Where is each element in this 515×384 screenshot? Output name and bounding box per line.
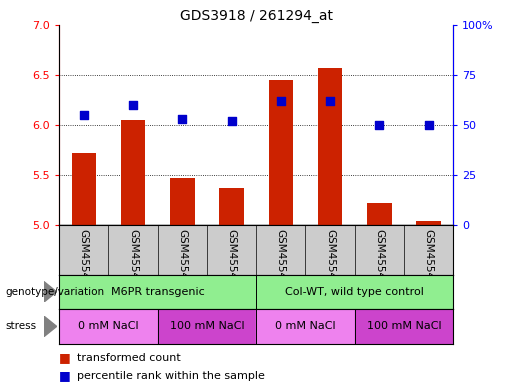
Point: [228, 118, 236, 124]
Text: GSM455426: GSM455426: [276, 228, 286, 292]
Text: ■: ■: [59, 351, 71, 364]
Bar: [170, 178, 195, 225]
Bar: [219, 188, 244, 225]
Bar: [256, 309, 355, 344]
Title: GDS3918 / 261294_at: GDS3918 / 261294_at: [180, 8, 333, 23]
Text: percentile rank within the sample: percentile rank within the sample: [77, 371, 265, 381]
Point: [178, 116, 186, 122]
Text: M6PR transgenic: M6PR transgenic: [111, 287, 204, 297]
Text: GSM455429: GSM455429: [423, 228, 434, 292]
Bar: [268, 80, 293, 225]
Point: [80, 112, 88, 118]
Bar: [416, 221, 441, 225]
Polygon shape: [44, 316, 57, 337]
Text: 0 mM NaCl: 0 mM NaCl: [275, 321, 336, 331]
Text: 100 mM NaCl: 100 mM NaCl: [367, 321, 441, 331]
Text: GSM455427: GSM455427: [325, 228, 335, 292]
Point: [326, 98, 334, 104]
Text: GSM455428: GSM455428: [374, 228, 384, 292]
Text: GSM455422: GSM455422: [79, 228, 89, 292]
Text: stress: stress: [5, 321, 36, 331]
Text: transformed count: transformed count: [77, 353, 181, 363]
Point: [424, 122, 433, 128]
Bar: [59, 309, 158, 344]
Text: 100 mM NaCl: 100 mM NaCl: [169, 321, 244, 331]
Bar: [318, 68, 342, 225]
Polygon shape: [44, 281, 57, 302]
Text: 0 mM NaCl: 0 mM NaCl: [78, 321, 139, 331]
Text: genotype/variation: genotype/variation: [5, 287, 104, 297]
Point: [375, 122, 384, 128]
Text: ■: ■: [59, 369, 71, 382]
Bar: [121, 120, 145, 225]
Bar: [367, 203, 391, 225]
Text: Col-WT, wild type control: Col-WT, wild type control: [285, 287, 424, 297]
Bar: [158, 309, 256, 344]
Point: [129, 102, 137, 108]
Bar: [72, 153, 96, 225]
Text: GSM455425: GSM455425: [227, 228, 236, 292]
Text: GSM455423: GSM455423: [128, 228, 138, 292]
Point: [277, 98, 285, 104]
Text: GSM455424: GSM455424: [177, 228, 187, 292]
Bar: [355, 309, 453, 344]
